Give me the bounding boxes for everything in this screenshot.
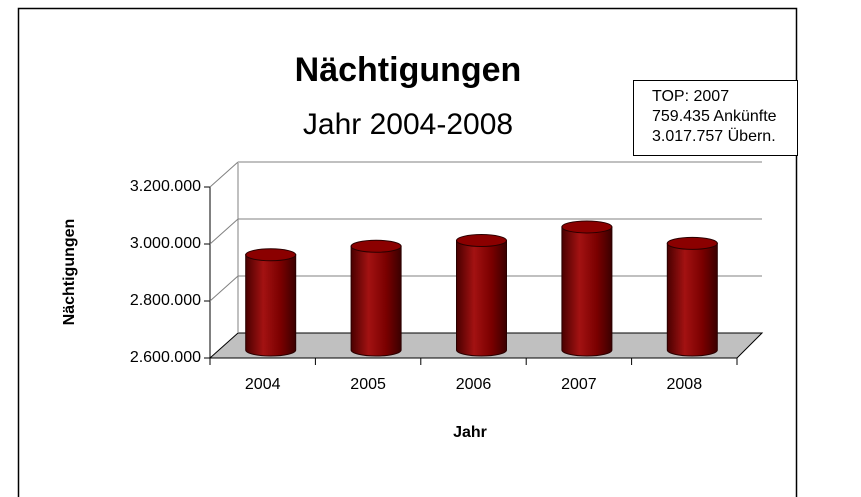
grid-line-side xyxy=(209,161,239,188)
x-axis-label: Jahr xyxy=(453,424,487,441)
bar xyxy=(456,240,507,357)
grid-line-side xyxy=(209,275,239,302)
x-tick-label: 2008 xyxy=(667,376,703,393)
y-tick-label: 2.800.000 xyxy=(130,292,201,309)
annotation: TOP: 2007 xyxy=(652,88,729,105)
annotation: 759.435 Ankünfte xyxy=(652,108,777,125)
grid-line-side xyxy=(209,218,239,245)
bar xyxy=(350,245,402,357)
y-tick-label: 3.000.000 xyxy=(130,235,201,252)
bar xyxy=(561,226,613,357)
annotation-box xyxy=(633,80,798,156)
bar-top xyxy=(561,220,613,234)
y-axis-label: Nächtigungen xyxy=(61,219,78,326)
x-tick-label: 2006 xyxy=(456,376,492,393)
y-tick-label: 2.600.000 xyxy=(130,349,201,366)
x-tick-label: 2007 xyxy=(561,376,597,393)
annotation: 3.017.757 Übern. xyxy=(652,127,776,145)
chart-subtitle: Jahr 2004-2008 xyxy=(303,108,513,141)
bar-top xyxy=(245,248,297,262)
bar xyxy=(245,254,297,357)
bar-top xyxy=(456,234,507,248)
y-tick-label: 3.200.000 xyxy=(130,178,201,195)
bar-top xyxy=(666,236,718,250)
x-tick-label: 2004 xyxy=(245,376,281,393)
chart-title: Nächtigungen xyxy=(295,51,522,89)
bar xyxy=(666,242,718,357)
bar-top xyxy=(350,239,402,253)
x-tick-label: 2005 xyxy=(350,376,386,393)
